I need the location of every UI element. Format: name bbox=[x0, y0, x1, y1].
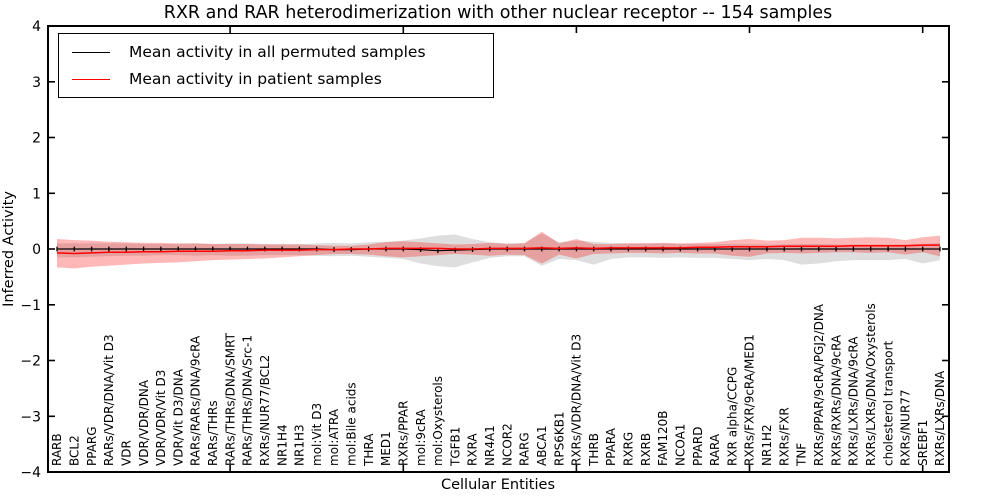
x-category-label: RARs/THRs/DNA/SMRT bbox=[223, 332, 237, 466]
x-category-label: PPARG bbox=[85, 426, 99, 466]
x-category-label: mol:Bile acids bbox=[345, 382, 359, 466]
x-category-label: RXRB bbox=[639, 433, 653, 466]
x-category-label: TGFB1 bbox=[448, 427, 462, 467]
x-category-label: VDR/VDR/DNA bbox=[137, 379, 151, 466]
patient-band bbox=[57, 231, 940, 269]
x-category-label: RXRs/LXRs/DNA/Oxysterols bbox=[864, 303, 878, 466]
legend-item-patient: Mean activity in patient samples bbox=[72, 70, 493, 88]
y-tick-label: −4 bbox=[20, 465, 41, 481]
x-category-label: mol:ATRA bbox=[327, 408, 341, 466]
x-category-label: NCOA1 bbox=[674, 424, 688, 466]
x-category-label: SREBF1 bbox=[916, 420, 930, 466]
y-ticks: −4 −3 −2 −1 0 1 2 3 4 bbox=[20, 19, 949, 481]
x-category-label: NR1H4 bbox=[275, 424, 289, 466]
x-category-label: RXRs/FXR/9cRA/MED1 bbox=[743, 334, 757, 466]
y-tick-label: −1 bbox=[20, 298, 41, 314]
x-category-label: BCL2 bbox=[68, 435, 82, 466]
x-category-label: RXRs/PPAR/9cRA/PGJ2/DNA bbox=[812, 303, 826, 466]
x-category-label: RARB bbox=[50, 433, 64, 466]
y-tick-label: 3 bbox=[32, 75, 41, 91]
legend-label-permuted: Mean activity in all permuted samples bbox=[129, 43, 426, 61]
x-category-label: VDR/VDR/Vit D3 bbox=[154, 370, 168, 466]
x-category-label: ABCA1 bbox=[535, 426, 549, 466]
permuted-band bbox=[57, 233, 940, 268]
x-category-label: NR4A1 bbox=[483, 425, 497, 466]
x-category-label: RARG bbox=[518, 432, 532, 466]
legend-item-permuted: Mean activity in all permuted samples bbox=[72, 43, 493, 61]
x-category-label: mol:9cRA bbox=[414, 409, 428, 466]
x-category-label: RXRs/PPAR bbox=[397, 401, 411, 466]
x-category-label: RARA bbox=[708, 433, 722, 466]
y-axis-label: Inferred Activity bbox=[1, 191, 17, 307]
x-category-label: THRA bbox=[362, 433, 376, 467]
x-category-label: RARs/THRs/DNA/Src-1 bbox=[241, 335, 255, 466]
x-category-labels: RARB BCL2 PPARG RARs/VDR/DNA/Vit D3 VDR VDR/V… bbox=[50, 303, 947, 467]
x-category-label: VDR/Vit D3/DNA bbox=[171, 368, 185, 466]
y-tick-label: 2 bbox=[32, 131, 41, 147]
x-category-label: mol:Vit D3 bbox=[310, 403, 324, 466]
chart-title: RXR and RAR heterodimerization with othe… bbox=[164, 3, 832, 23]
x-category-label: RXRA bbox=[466, 433, 480, 466]
y-tick-label: −3 bbox=[20, 409, 41, 425]
red-line-swatch-icon bbox=[72, 78, 110, 80]
x-category-label: PPARD bbox=[691, 427, 705, 467]
x-category-label: NR1H2 bbox=[760, 424, 774, 466]
x-category-label: NR1H3 bbox=[293, 424, 307, 466]
x-ticks bbox=[229, 26, 924, 472]
y-tick-label: 0 bbox=[32, 242, 41, 258]
x-axis-label: Cellular Entities bbox=[441, 477, 555, 493]
plot-generated: −4 −3 −2 −1 0 1 2 3 4 RARB BCL2 PPARG RARs/VDR/DNA/V… bbox=[20, 19, 950, 481]
x-category-label: RARs/VDR/DNA/Vit D3 bbox=[102, 334, 116, 466]
x-category-label: RXRG bbox=[622, 432, 636, 466]
x-category-label: NCOR2 bbox=[500, 423, 514, 466]
x-category-label: PPARA bbox=[604, 427, 618, 466]
x-category-label: TNF bbox=[795, 443, 809, 467]
x-category-label: RXR alpha/CCPG bbox=[725, 367, 739, 466]
patient-mean-line bbox=[56, 244, 940, 255]
legend-label-patient: Mean activity in patient samples bbox=[129, 70, 382, 88]
mean-lines bbox=[56, 244, 941, 255]
x-category-label: RXRs/LXRs/DNA bbox=[933, 370, 947, 466]
x-category-label: RPS6KB1 bbox=[552, 411, 566, 466]
legend: Mean activity in all permuted samples Me… bbox=[58, 33, 494, 98]
x-category-label: RXRs/RXRs/DNA/9cRA bbox=[829, 334, 843, 466]
black-line-swatch-icon bbox=[72, 51, 110, 53]
x-category-label: FAM120B bbox=[656, 411, 670, 467]
x-category-label: cholesterol transport bbox=[881, 340, 895, 466]
y-tick-label: 4 bbox=[32, 19, 41, 35]
y-tick-label: −2 bbox=[20, 354, 41, 370]
y-tick-label: 1 bbox=[32, 186, 41, 202]
x-category-label: mol:Oxysterols bbox=[431, 376, 445, 466]
x-category-label: RXRs/VDR/DNA/Vit D3 bbox=[570, 334, 584, 466]
x-category-label: RXRs/FXR bbox=[777, 407, 791, 466]
x-category-label: MED1 bbox=[379, 431, 393, 466]
confidence-bands bbox=[57, 231, 940, 269]
x-category-label: VDR bbox=[120, 440, 134, 466]
x-category-label: RXRs/NUR77/BCL2 bbox=[258, 355, 272, 466]
x-category-label: THRB bbox=[587, 433, 601, 467]
x-category-label: RARs/THRs bbox=[206, 400, 220, 466]
x-category-label: RXRs/LXRs/DNA/9cRA bbox=[847, 336, 861, 466]
x-category-label: RARs/RARs/DNA/9cRA bbox=[189, 335, 203, 466]
x-category-label: RXRs/NUR77 bbox=[899, 389, 913, 466]
